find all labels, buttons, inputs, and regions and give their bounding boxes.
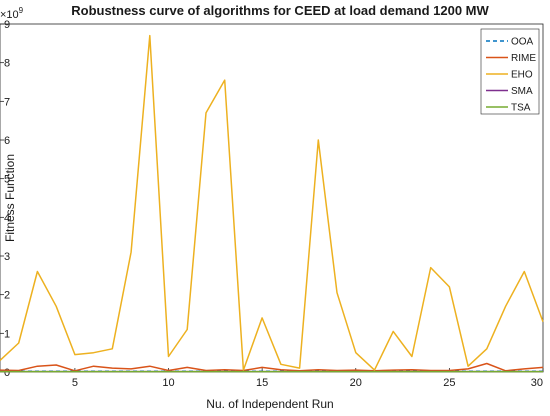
x-tick-label: 10 xyxy=(162,377,174,389)
y-tick-label: 0 xyxy=(4,367,10,379)
x-tick-label: 5 xyxy=(72,377,78,389)
x-tick-label: 25 xyxy=(443,377,455,389)
x-tick-label: 15 xyxy=(256,377,268,389)
x-axis: 5 10 15 20 25 30 xyxy=(72,368,544,389)
series-line-eho xyxy=(0,34,544,371)
legend: OOA RIME EHO SMA TSA xyxy=(480,28,540,115)
y-multiplier-exponent: 9 xyxy=(19,6,24,15)
y-axis-label: Fitness Function xyxy=(3,154,17,242)
y-tick-label: 4 xyxy=(4,212,10,224)
legend-label-sma: SMA xyxy=(511,86,533,97)
y-multiplier-base: ×10 xyxy=(0,9,19,21)
x-tick-label: 30 xyxy=(531,377,543,389)
y-tick-label: 9 xyxy=(4,19,10,31)
y-axis-multiplier: ×109 xyxy=(0,6,24,21)
y-tick-label: 8 xyxy=(4,58,10,70)
y-tick-label: 5 xyxy=(4,174,10,186)
chart-title: Robustness curve of algorithms for CEED … xyxy=(71,3,489,18)
x-axis-label: Nu. of Independent Run xyxy=(206,397,333,411)
legend-label-rime: RIME xyxy=(511,53,536,64)
y-tick-label: 3 xyxy=(4,251,10,263)
legend-label-eho: EHO xyxy=(511,70,533,81)
y-tick-label: 2 xyxy=(4,290,10,302)
y-axis: 0 1 2 3 4 5 6 7 8 9 xyxy=(0,19,10,379)
x-tick-label: 20 xyxy=(350,377,362,389)
series-group xyxy=(0,34,544,373)
legend-label-ooa: OOA xyxy=(511,37,534,48)
series-line-rime xyxy=(0,362,544,372)
y-tick-label: 6 xyxy=(4,135,10,147)
y-tick-label: 1 xyxy=(4,328,10,340)
legend-label-tsa: TSA xyxy=(511,103,531,114)
y-tick-label: 7 xyxy=(4,96,10,108)
legend-box xyxy=(480,28,540,115)
plot-area-frame xyxy=(0,23,544,373)
